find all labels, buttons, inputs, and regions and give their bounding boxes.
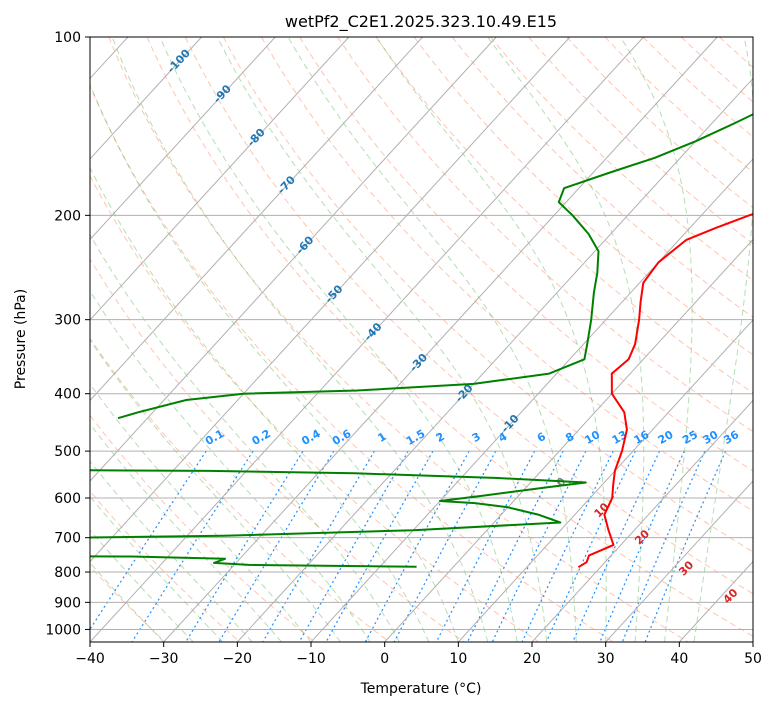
x-tick-label: 50	[744, 651, 762, 667]
dry-adiabat	[451, 37, 753, 318]
isotherm	[90, 37, 423, 402]
moist-adiabat	[287, 37, 577, 642]
y-tick-label: 100	[54, 30, 81, 46]
isotherm	[605, 480, 753, 642]
isotherm	[236, 77, 753, 642]
x-tick-label: −30	[149, 651, 179, 667]
x-axis-label: Temperature (°C)	[360, 681, 482, 697]
mixing-ratio-line	[572, 450, 661, 642]
x-tick-label: 20	[523, 651, 541, 667]
x-tick-label: −20	[223, 651, 253, 667]
dry-adiabat	[184, 37, 753, 595]
isotherm	[531, 399, 753, 642]
background-lines	[90, 37, 775, 642]
dry-adiabat	[758, 37, 775, 642]
moist-adiabat	[693, 37, 753, 642]
y-tick-label: 200	[54, 208, 81, 224]
moist-adiabat	[90, 339, 341, 642]
mixing-ratio-line	[131, 450, 254, 642]
mixing-ratio-line	[364, 450, 470, 642]
y-tick-label: 700	[54, 531, 81, 547]
mixing-ratio-line	[393, 450, 497, 642]
dry-adiabat	[375, 37, 753, 394]
mixing-ratio-line	[521, 450, 614, 642]
x-tick-label: −10	[296, 651, 326, 667]
x-tick-label: 10	[449, 651, 467, 667]
dry-adiabat	[108, 37, 689, 642]
dry-adiabat	[528, 37, 753, 245]
y-tick-label: 400	[54, 387, 81, 403]
isotherm	[752, 641, 753, 642]
isotherm	[384, 238, 753, 642]
mixing-ratio-line	[545, 450, 636, 642]
temperature-line	[577, 212, 753, 569]
x-axis: −40 −30 −20 −10 0 10 20 30 40 50	[75, 642, 762, 667]
moist-adiabat	[111, 37, 489, 642]
x-tick-label: 30	[597, 651, 615, 667]
mixing-ratio-line	[90, 450, 207, 631]
isotherm	[90, 37, 644, 642]
y-tick-label: 600	[54, 491, 81, 507]
moist-adiabat	[90, 166, 430, 642]
mixing-ratio-line	[435, 450, 536, 642]
x-tick-label: 0	[380, 651, 389, 667]
isotherm	[163, 37, 718, 642]
isotherm	[90, 37, 497, 482]
moist-adiabat	[90, 290, 371, 642]
dry-adiabat	[413, 37, 753, 356]
y-tick-label: 500	[54, 444, 81, 460]
y-tick-label: 900	[54, 595, 81, 611]
x-tick-label: 40	[670, 651, 688, 667]
y-axis: 100 200 300 400 500 600 700 800 900 1000	[45, 30, 90, 638]
plot-background	[90, 37, 753, 642]
y-tick-label: 300	[54, 313, 81, 329]
isotherm	[90, 37, 276, 241]
dry-adiabat	[90, 174, 540, 642]
dry-adiabat	[90, 84, 614, 642]
mixing-ratio-line	[298, 450, 409, 642]
dewpoint-line	[90, 555, 417, 568]
moist-adiabat	[90, 233, 400, 642]
plot-frame	[89, 36, 754, 643]
mixing-ratio-line	[466, 450, 564, 642]
mixing-ratio-line	[599, 450, 685, 642]
dry-adiabat	[261, 37, 753, 512]
isotherm	[90, 37, 202, 160]
moist-adiabat	[159, 37, 518, 642]
mixing-ratio-line	[644, 450, 727, 642]
moist-adiabat	[487, 37, 645, 642]
isotherm	[90, 37, 571, 563]
y-tick-label: 1000	[45, 622, 81, 638]
moist-adiabat	[619, 37, 693, 642]
dry-adiabat	[299, 37, 753, 472]
chart-title: wetPf2_C2E1.2025.323.10.49.E15	[285, 12, 557, 32]
mixing-ratio-line	[621, 450, 706, 642]
dry-adiabat	[566, 37, 753, 209]
isotherm	[457, 319, 753, 642]
dewpoint-line	[90, 469, 587, 539]
y-tick-label: 800	[54, 565, 81, 581]
mixing-ratio-line	[491, 450, 587, 642]
moist-adiabat	[375, 37, 607, 642]
moist-adiabat	[90, 83, 459, 642]
dewpoint-line	[117, 113, 753, 420]
sounding-profiles	[90, 113, 753, 569]
isotherm	[90, 37, 350, 321]
mixing-ratio-line	[325, 450, 434, 642]
moist-adiabat	[90, 460, 253, 642]
dry-adiabat	[90, 337, 390, 642]
y-axis-label: Pressure (hPa)	[13, 289, 29, 389]
dry-adiabat	[90, 490, 241, 642]
dry-adiabat	[146, 37, 753, 637]
x-tick-label: −40	[75, 651, 105, 667]
